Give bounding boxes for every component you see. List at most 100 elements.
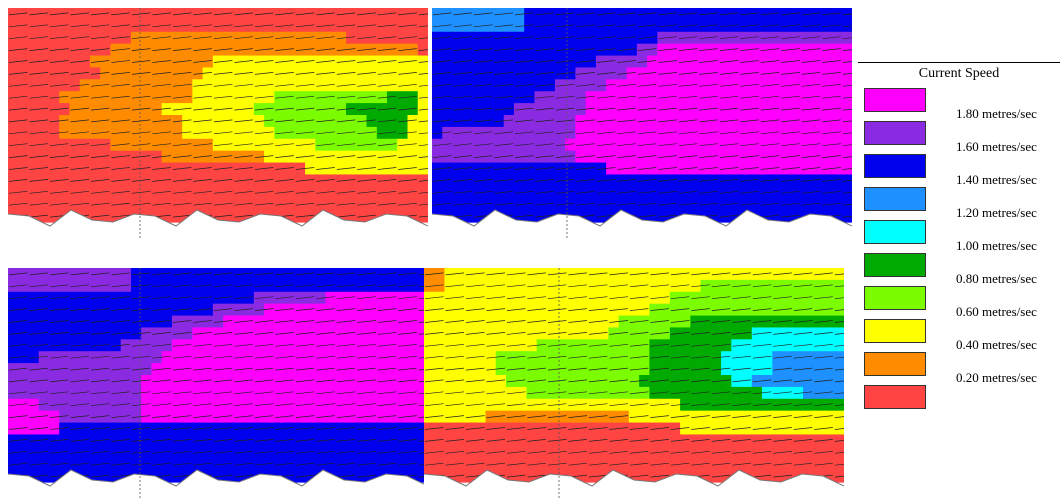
seabed-profile <box>8 209 428 227</box>
current-vector <box>424 367 444 371</box>
speed-cell <box>366 434 378 447</box>
speed-cell <box>442 55 454 69</box>
speed-cell <box>626 162 638 176</box>
current-vector <box>49 24 69 28</box>
speed-cell <box>264 422 275 436</box>
speed-cell <box>782 303 794 317</box>
speed-cell <box>503 79 515 92</box>
current-vector <box>213 48 233 51</box>
current-vector <box>760 12 780 16</box>
speed-cell <box>223 198 234 211</box>
speed-cell <box>557 279 569 293</box>
current-vector <box>637 143 657 147</box>
speed-cell <box>680 351 691 364</box>
speed-cell <box>120 446 132 459</box>
speed-cell <box>243 303 255 317</box>
current-vector <box>111 415 130 418</box>
speed-cell <box>680 268 691 281</box>
current-vector <box>732 320 751 323</box>
speed-cell <box>182 162 193 176</box>
speed-cell <box>141 422 153 436</box>
speed-cell <box>243 279 255 293</box>
speed-cell <box>823 268 835 281</box>
speed-cell <box>831 150 843 164</box>
current-vector <box>494 95 514 99</box>
speed-cell <box>667 174 679 187</box>
current-vector <box>111 284 130 288</box>
speed-cell <box>536 410 548 424</box>
speed-cell <box>462 8 474 21</box>
speed-cell <box>442 198 454 211</box>
current-vector <box>473 95 493 99</box>
current-vector <box>275 320 294 323</box>
current-vector <box>398 427 417 430</box>
current-vector <box>295 427 315 430</box>
speed-cell <box>557 446 569 459</box>
current-vector <box>711 308 731 311</box>
current-vector <box>418 463 428 466</box>
speed-cell <box>688 115 699 128</box>
current-vector <box>793 332 813 335</box>
current-vector <box>111 391 130 395</box>
current-vector <box>617 155 636 158</box>
speed-cell <box>59 446 71 459</box>
current-vector <box>70 415 90 418</box>
current-vector <box>193 343 212 347</box>
speed-cell <box>639 434 650 447</box>
current-vector <box>432 143 452 147</box>
speed-cell <box>524 138 536 152</box>
current-vector <box>377 48 397 51</box>
speed-cell <box>688 43 699 57</box>
current-vector <box>445 284 465 288</box>
current-vector <box>213 119 233 123</box>
speed-cell <box>38 162 50 176</box>
current-vector <box>90 332 110 335</box>
speed-cell <box>366 315 378 329</box>
current-vector <box>814 450 833 454</box>
current-vector <box>295 60 315 63</box>
speed-cell <box>639 446 650 459</box>
current-vector <box>316 24 335 28</box>
current-vector <box>398 296 417 300</box>
speed-cell <box>407 446 419 459</box>
current-vector <box>152 155 171 158</box>
current-vector <box>650 343 669 347</box>
current-vector <box>752 296 772 300</box>
speed-cell <box>770 126 781 140</box>
current-vector <box>90 343 110 347</box>
speed-cell <box>38 31 50 45</box>
current-vector <box>398 320 417 323</box>
speed-cell <box>659 458 671 471</box>
speed-cell <box>667 8 679 21</box>
current-vector <box>814 284 833 288</box>
current-vector <box>506 391 526 395</box>
current-vector <box>295 12 315 16</box>
speed-cell <box>264 410 275 424</box>
speed-cell <box>366 268 378 281</box>
speed-cell <box>284 446 296 459</box>
current-vector <box>445 343 465 347</box>
speed-cell <box>284 138 296 152</box>
speed-cell <box>407 150 419 164</box>
legend-item: 0.60 metres/sec <box>864 286 1060 319</box>
current-vector <box>234 60 253 63</box>
current-vector <box>357 308 376 311</box>
current-vector <box>629 474 649 478</box>
speed-cell <box>346 434 357 447</box>
speed-cell <box>346 19 357 33</box>
current-vector <box>658 12 677 16</box>
speed-cell <box>688 79 699 92</box>
speed-cell <box>325 91 337 104</box>
current-vector <box>609 391 628 395</box>
current-vector <box>90 427 110 430</box>
speed-cell <box>346 363 357 376</box>
current-vector <box>527 332 546 335</box>
current-vector <box>609 284 628 288</box>
speed-cell <box>618 339 630 352</box>
speed-cell <box>544 210 556 223</box>
current-vector <box>760 36 780 40</box>
speed-cell <box>688 67 699 80</box>
speed-cell <box>454 327 466 340</box>
current-vector <box>617 190 636 194</box>
speed-cell <box>59 303 71 317</box>
